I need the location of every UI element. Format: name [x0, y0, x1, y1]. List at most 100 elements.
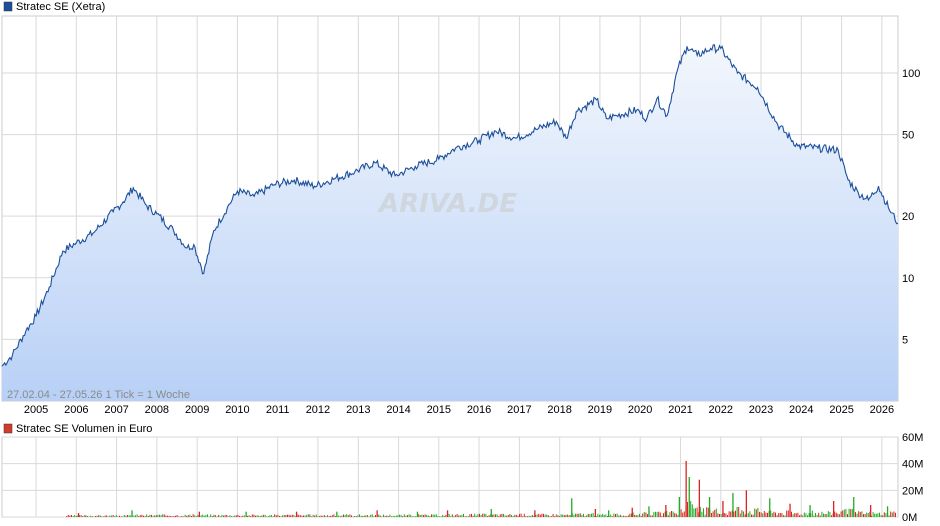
volume-bar	[207, 514, 208, 517]
volume-bar	[248, 515, 250, 517]
volume-bar	[211, 516, 213, 517]
volume-bar	[386, 515, 388, 517]
volume-bar	[794, 513, 796, 517]
volume-y-tick-label: 20M	[902, 485, 923, 497]
volume-bar	[477, 514, 479, 517]
volume-bar	[67, 515, 69, 517]
volume-bar	[858, 511, 860, 517]
x-tick-label: 2021	[668, 404, 692, 416]
volume-bar	[600, 514, 602, 517]
volume-bar	[527, 516, 528, 517]
x-tick-label: 2022	[709, 404, 733, 416]
volume-bar	[235, 515, 237, 517]
volume-bar	[331, 515, 333, 517]
volume-bar	[271, 515, 272, 517]
volume-bar	[704, 514, 706, 517]
volume-bar	[760, 512, 762, 517]
volume-bar	[752, 514, 754, 517]
volume-bar	[712, 511, 714, 517]
volume-bar	[198, 511, 200, 517]
volume-bar	[757, 507, 759, 517]
volume-bar	[442, 514, 444, 517]
volume-bar	[434, 514, 436, 517]
volume-bar	[520, 513, 522, 517]
volume-bar	[370, 514, 372, 517]
volume-bar	[843, 509, 845, 517]
volume-bar	[143, 515, 144, 517]
volume-bar	[285, 515, 287, 517]
volume-bar	[754, 508, 756, 517]
volume-bar	[594, 509, 596, 517]
volume-bar	[530, 516, 532, 517]
volume-bar	[749, 511, 751, 517]
volume-bar	[882, 515, 884, 517]
volume-y-axis-labels: 0M 20M 40M 60M	[902, 432, 923, 524]
volume-bar	[872, 512, 874, 517]
volume-bar	[445, 514, 447, 517]
volume-bar	[141, 514, 143, 517]
volume-bar	[809, 505, 811, 517]
volume-bar	[120, 516, 122, 517]
volume-bar	[205, 515, 207, 517]
volume-bar	[256, 515, 258, 517]
volume-bar	[339, 516, 341, 517]
volume-bar	[827, 511, 829, 517]
volume-bar	[786, 510, 788, 517]
volume-bar	[599, 514, 600, 517]
volume-bar	[80, 515, 82, 517]
volume-bar	[403, 514, 405, 517]
volume-bar	[607, 516, 608, 517]
volume-bar	[170, 516, 172, 517]
volume-bar	[893, 511, 895, 517]
volume-bar	[538, 513, 540, 517]
x-tick-label: 2019	[588, 404, 612, 416]
volume-bar	[309, 514, 311, 517]
volume-bar	[557, 515, 559, 517]
volume-bar	[762, 513, 764, 517]
volume-bar	[755, 509, 757, 517]
x-tick-label: 2005	[24, 404, 48, 416]
volume-bar	[695, 508, 696, 517]
volume-bar	[751, 514, 752, 517]
volume-bar	[602, 513, 604, 517]
volume-bar	[474, 513, 476, 517]
volume-bar	[605, 514, 607, 517]
volume-bar	[792, 514, 794, 517]
volume-bar	[805, 513, 807, 517]
volume-bar	[96, 515, 98, 517]
volume-y-tick-label: 0M	[902, 512, 917, 524]
volume-bar	[691, 504, 693, 517]
volume-bar	[226, 514, 228, 517]
volume-bar	[288, 514, 290, 517]
volume-bar	[632, 512, 634, 517]
y-tick-label: 5	[902, 334, 908, 346]
volume-bar	[707, 507, 709, 517]
volume-bar	[115, 515, 117, 517]
volume-bar	[703, 508, 704, 517]
volume-bar	[315, 514, 317, 517]
volume-bar	[499, 514, 501, 517]
volume-bar	[578, 513, 580, 517]
volume-bar	[355, 516, 357, 517]
volume-bar	[295, 511, 298, 517]
volume-bar	[279, 515, 280, 517]
volume-bar	[579, 513, 581, 517]
x-tick-label: 2016	[467, 404, 491, 416]
volume-bar	[699, 506, 701, 517]
volume-bar	[890, 511, 892, 517]
volume-bar	[525, 516, 527, 517]
volume-bar	[194, 515, 196, 517]
volume-bar	[175, 515, 176, 517]
volume-bar	[255, 515, 256, 517]
volume-bar	[546, 514, 548, 517]
volume-bar	[237, 514, 239, 517]
volume-bar	[765, 512, 767, 517]
volume-bar	[803, 512, 805, 517]
volume-bar	[719, 514, 720, 517]
volume-bar	[864, 514, 866, 517]
volume-bar	[869, 511, 871, 517]
volume-bar	[722, 501, 724, 517]
volume-bar	[667, 515, 669, 517]
volume-bar	[618, 515, 620, 517]
volume-bar	[511, 515, 512, 517]
